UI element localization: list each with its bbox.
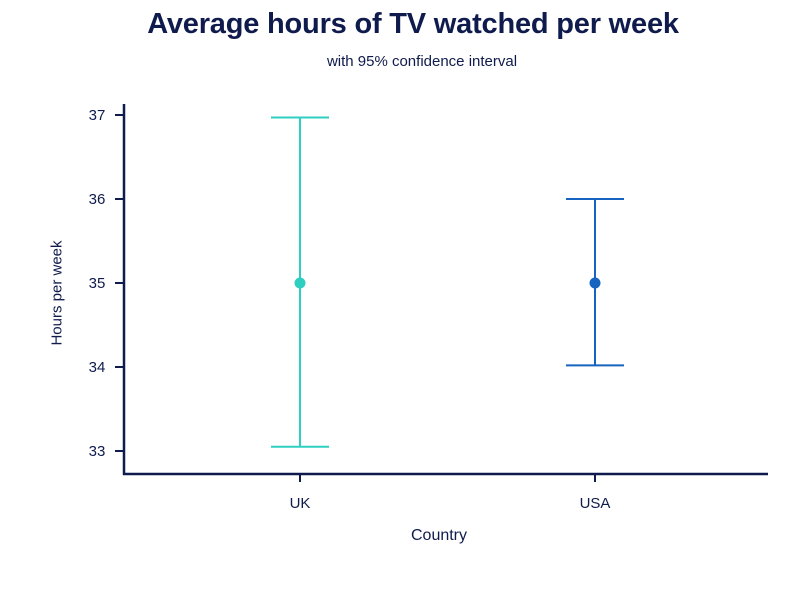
x-tick-label-usa: USA <box>580 495 611 512</box>
x-tick-label-uk: UK <box>290 495 311 512</box>
y-tick-label-37: 37 <box>89 107 106 124</box>
y-tick-label-35: 35 <box>89 275 106 292</box>
chart-subtitle: with 95% confidence interval <box>326 53 518 70</box>
y-tick-label-34: 34 <box>89 359 106 376</box>
x-axis-label: Country <box>410 527 468 544</box>
mean-point-usa <box>589 277 601 289</box>
mean-point-uk <box>294 277 306 289</box>
chart-title: Average hours of TV watched per week <box>147 8 679 40</box>
y-tick-label-36: 36 <box>89 191 106 208</box>
y-tick-label-33: 33 <box>89 443 106 460</box>
